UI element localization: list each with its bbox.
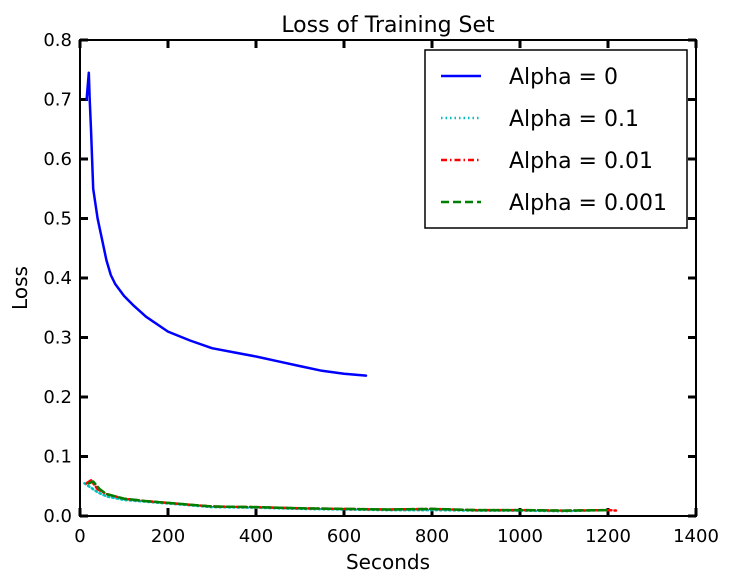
x-tick-label: 800 [415,526,449,547]
x-tick-label: 400 [239,526,273,547]
legend-label: Alpha = 0.1 [509,107,639,132]
y-tick-label: 0.8 [43,30,72,51]
y-tick-label: 0.5 [43,209,72,230]
series-line-2 [87,480,617,510]
legend-label: Alpha = 0.01 [509,149,653,174]
x-tick-label: 1400 [673,526,719,547]
y-tick-label: 0.2 [43,387,72,408]
x-tick-label: 600 [327,526,361,547]
y-tick-label: 0.0 [43,506,72,527]
y-tick-label: 0.4 [43,268,72,289]
x-axis-title: Seconds [346,550,430,574]
y-tick-label: 0.3 [43,328,72,349]
x-tick-label: 1200 [585,526,631,547]
y-tick-label: 0.6 [43,149,72,170]
x-tick-label: 200 [151,526,185,547]
x-tick-label: 0 [74,526,85,547]
legend-label: Alpha = 0.001 [509,191,667,216]
chart-title: Loss of Training Set [281,13,495,38]
legend-label: Alpha = 0 [509,65,618,90]
series-line-0 [87,73,366,376]
legend: Alpha = 0 Alpha = 0.1 Alpha = 0.01 Alpha = … [425,50,687,228]
y-tick-label: 0.7 [43,90,72,111]
y-tick-label: 0.1 [43,447,72,468]
series-line-1 [84,483,608,511]
series-line-3 [89,482,608,511]
x-tick-label: 1000 [497,526,543,547]
y-axis-title: Loss [8,266,32,310]
